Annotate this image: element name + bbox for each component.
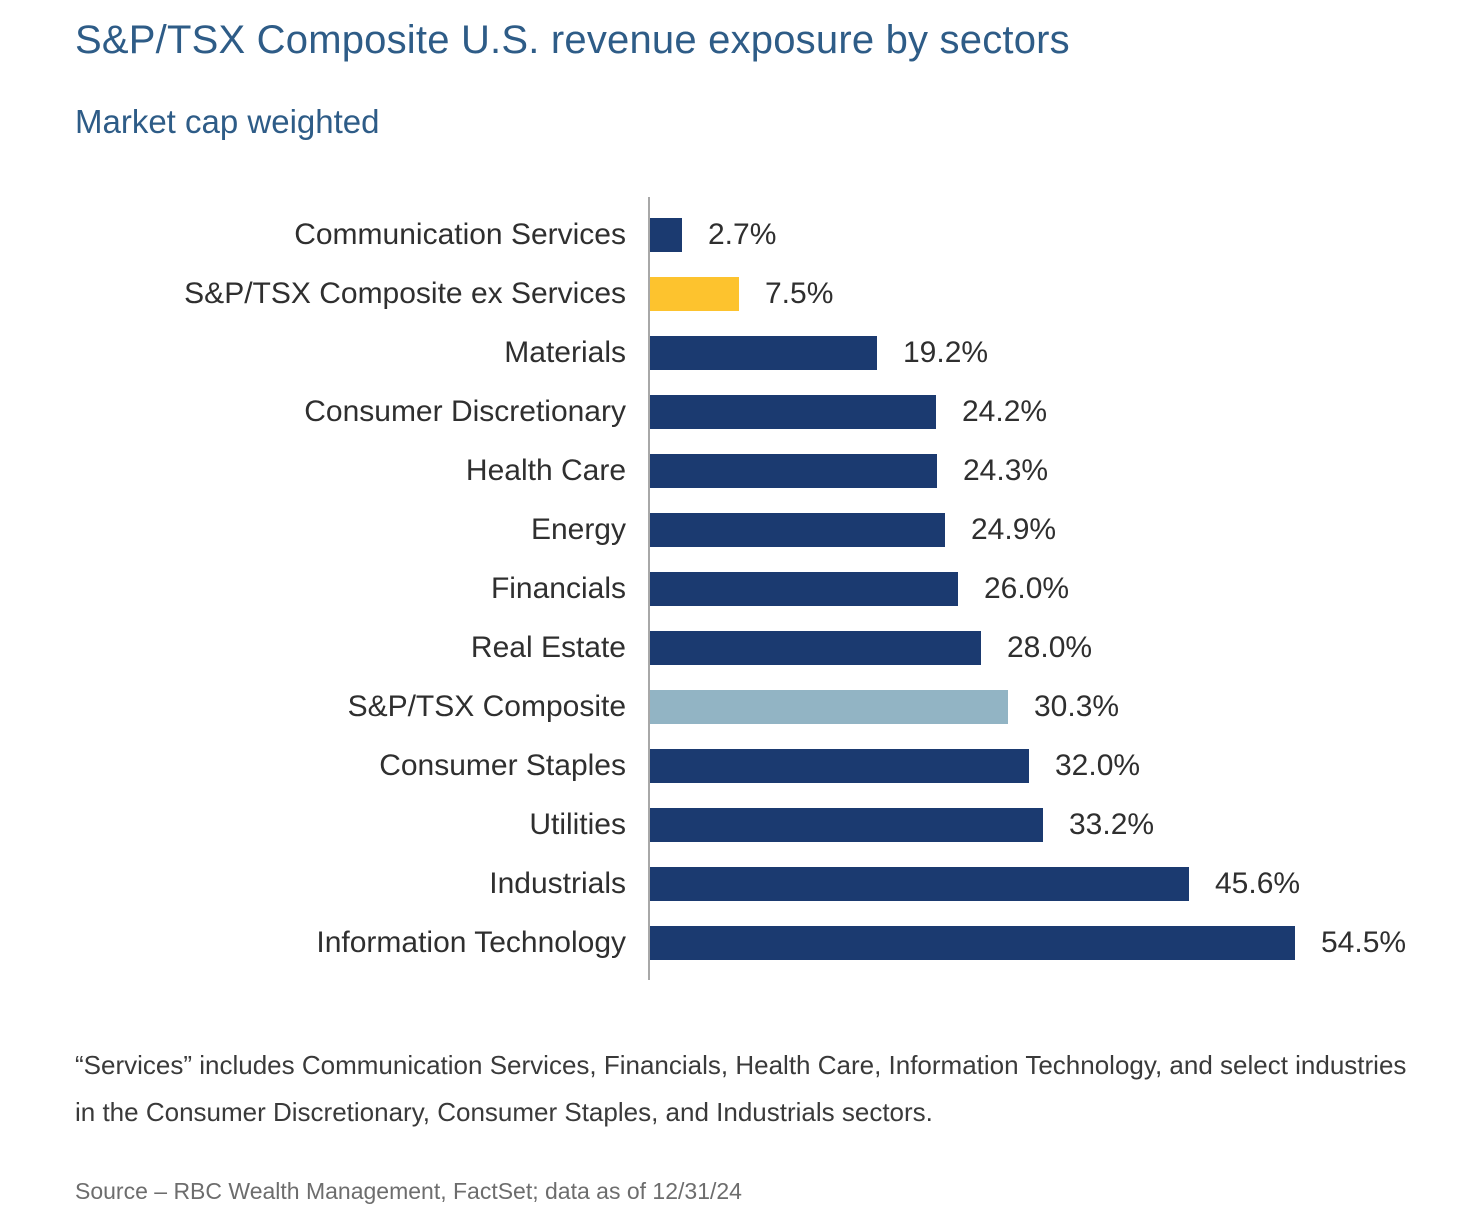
category-label: Financials xyxy=(490,571,626,605)
plot-area xyxy=(648,197,1415,205)
value-label: 24.9% xyxy=(971,512,1057,546)
value-label: 30.3% xyxy=(1034,689,1120,723)
chart-row: Communication Services 2.7% xyxy=(75,205,1415,264)
bar xyxy=(650,571,958,606)
axis-spacer xyxy=(75,197,1415,205)
bar-chart: Communication Services 2.7% S&P/TSX Compos… xyxy=(75,197,1415,980)
category-label: Utilities xyxy=(529,807,626,841)
value-label: 54.5% xyxy=(1321,925,1407,959)
chart-row: S&P/TSX Composite ex Services 7.5% xyxy=(75,264,1415,323)
plot-area: 30.3% xyxy=(648,677,1415,736)
plot-area: 7.5% xyxy=(648,264,1415,323)
bar xyxy=(650,394,936,429)
category-label: Information Technology xyxy=(316,925,626,959)
value-label: 2.7% xyxy=(708,217,777,251)
category-label: Consumer Staples xyxy=(379,748,626,782)
plot-area: 24.9% xyxy=(648,500,1415,559)
chart-row: Health Care 24.3% xyxy=(75,441,1415,500)
category-label: S&P/TSX Composite ex Services xyxy=(184,276,626,310)
chart-row: S&P/TSX Composite 30.3% xyxy=(75,677,1415,736)
plot-area: 19.2% xyxy=(648,323,1415,382)
value-label: 24.3% xyxy=(963,453,1049,487)
bar xyxy=(650,276,739,311)
category-label: Materials xyxy=(504,335,626,369)
bar xyxy=(650,807,1043,842)
bar xyxy=(650,866,1189,901)
chart-row: Real Estate 28.0% xyxy=(75,618,1415,677)
category-label: Communication Services xyxy=(294,217,626,251)
footnote: “Services” includes Communication Servic… xyxy=(75,1050,1407,1127)
chart-row: Consumer Staples 32.0% xyxy=(75,736,1415,795)
chart-row: Financials 26.0% xyxy=(75,559,1415,618)
bar xyxy=(650,630,981,665)
bar xyxy=(650,748,1029,783)
plot-area: 45.6% xyxy=(648,854,1415,913)
plot-area xyxy=(648,972,1415,980)
bar xyxy=(650,512,945,547)
category-label: Energy xyxy=(530,512,626,546)
plot-area: 2.7% xyxy=(648,205,1415,264)
chart-row: Information Technology 54.5% xyxy=(75,913,1415,972)
plot-area: 54.5% xyxy=(648,913,1415,972)
chart-row: Consumer Discretionary 24.2% xyxy=(75,382,1415,441)
chart-row: Materials 19.2% xyxy=(75,323,1415,382)
chart-row: Utilities 33.2% xyxy=(75,795,1415,854)
plot-area: 26.0% xyxy=(648,559,1415,618)
value-label: 26.0% xyxy=(984,571,1070,605)
value-label: 32.0% xyxy=(1055,748,1141,782)
plot-area: 32.0% xyxy=(648,736,1415,795)
bar xyxy=(650,217,682,252)
chart-row: Energy 24.9% xyxy=(75,500,1415,559)
category-label: Real Estate xyxy=(470,630,626,664)
value-label: 45.6% xyxy=(1215,866,1301,900)
bar xyxy=(650,689,1008,724)
category-label: Health Care xyxy=(465,453,626,487)
plot-area: 24.3% xyxy=(648,441,1415,500)
category-label: S&P/TSX Composite xyxy=(347,689,626,723)
plot-area: 33.2% xyxy=(648,795,1415,854)
source-note: Source – RBC Wealth Management, FactSet;… xyxy=(75,1178,742,1204)
page-subtitle: Market cap weighted xyxy=(75,103,380,140)
value-label: 7.5% xyxy=(765,276,834,310)
value-label: 24.2% xyxy=(962,394,1048,428)
value-label: 33.2% xyxy=(1069,807,1155,841)
plot-area: 24.2% xyxy=(648,382,1415,441)
category-label: Consumer Discretionary xyxy=(304,394,626,428)
chart-row: Industrials 45.6% xyxy=(75,854,1415,913)
bar xyxy=(650,925,1295,960)
value-label: 19.2% xyxy=(903,335,989,369)
category-label: Industrials xyxy=(489,866,626,900)
page-title: S&P/TSX Composite U.S. revenue exposure … xyxy=(75,18,1070,62)
axis-spacer xyxy=(75,972,1415,980)
plot-area: 28.0% xyxy=(648,618,1415,677)
bar xyxy=(650,453,937,488)
value-label: 28.0% xyxy=(1007,630,1093,664)
bar xyxy=(650,335,877,370)
